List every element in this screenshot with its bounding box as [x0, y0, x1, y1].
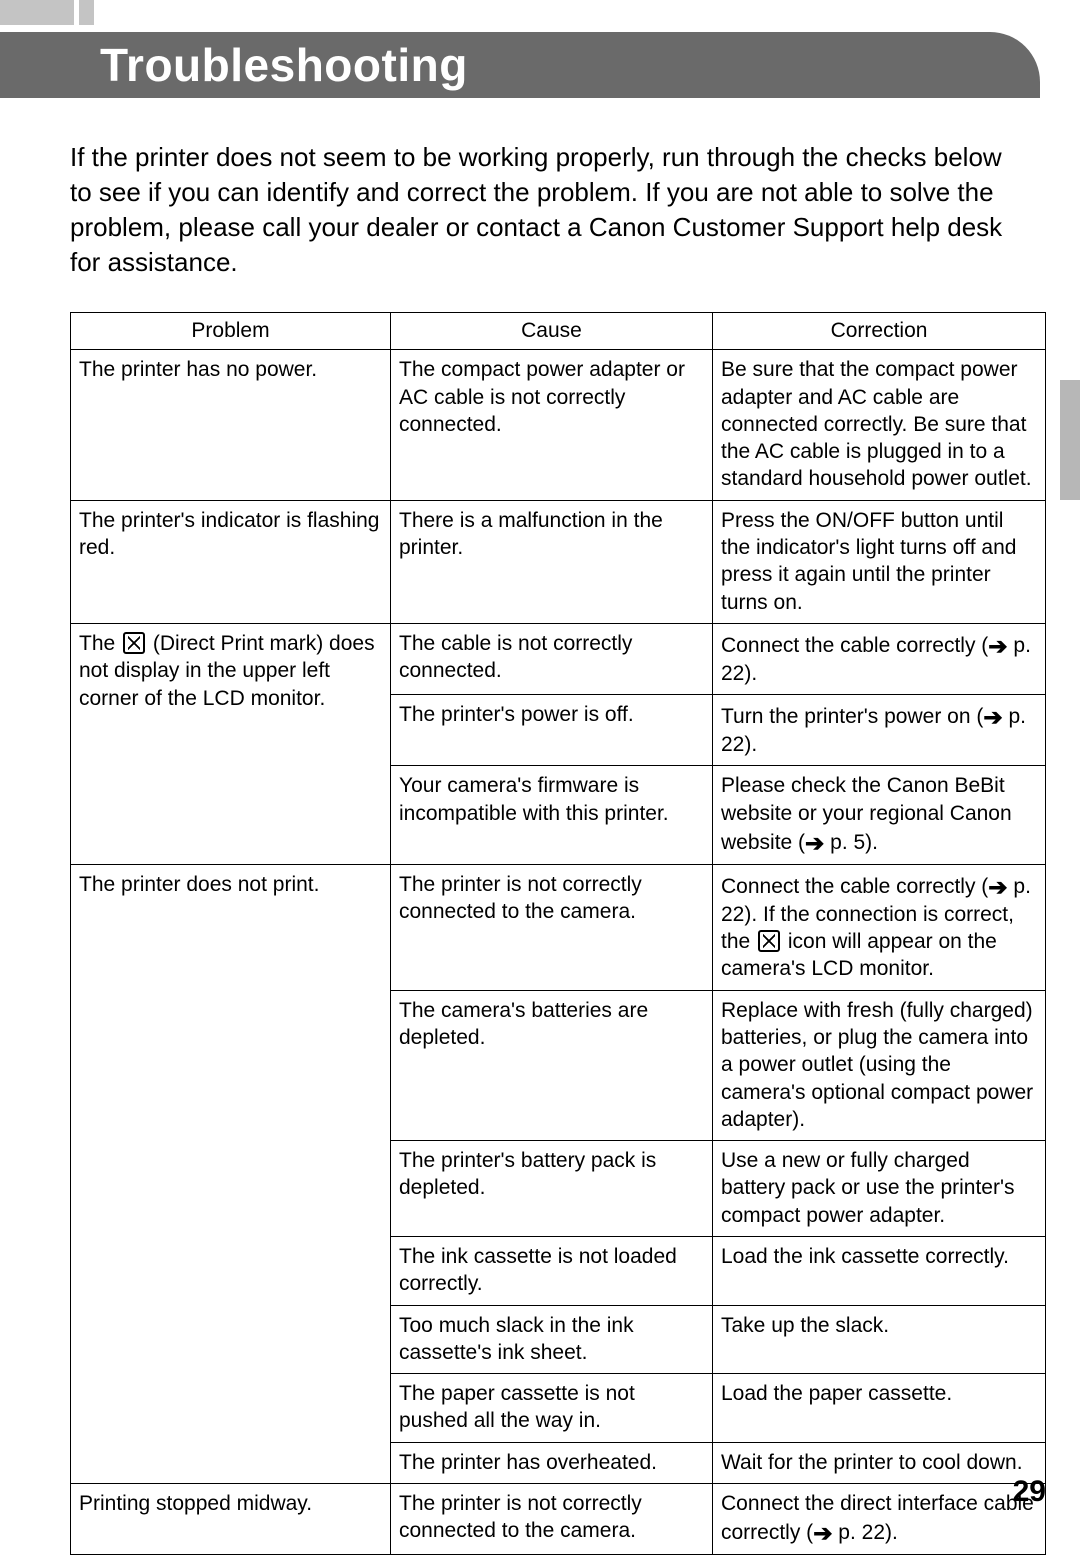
col-header-cause: Cause [391, 313, 713, 350]
cell-problem: The (Direct Print mark) does not display… [71, 623, 391, 864]
troubleshooting-table: Problem Cause Correction The printer has… [70, 312, 1046, 1555]
cell-cause: The camera's batteries are depleted. [391, 990, 713, 1140]
cell-cause: The cable is not correctly connected. [391, 623, 713, 694]
cell-correction: Load the ink cassette correctly. [713, 1236, 1046, 1305]
arrow-icon: ➔ [988, 873, 1007, 903]
direct-print-icon [123, 632, 145, 654]
correction-pre: Connect the cable correctly ( [721, 634, 988, 657]
cell-correction: Replace with fresh (fully charged) batte… [713, 990, 1046, 1140]
table-row: The printer's indicator is flashing red.… [71, 500, 1046, 623]
cell-correction: Connect the cable correctly (➔ p. 22). [713, 623, 1046, 694]
cell-correction: Please check the Canon BeBit website or … [713, 766, 1046, 864]
cell-correction: Connect the direct interface cable corre… [713, 1484, 1046, 1555]
table-header-row: Problem Cause Correction [71, 313, 1046, 350]
arrow-icon: ➔ [805, 829, 824, 859]
correction-post: p. 22). [832, 1521, 897, 1544]
top-left-gray-strip [0, 0, 94, 25]
right-edge-tab [1060, 380, 1080, 500]
cell-correction: Be sure that the compact power adapter a… [713, 350, 1046, 500]
cell-correction: Press the ON/OFF button until the indica… [713, 500, 1046, 623]
cell-cause: The printer's battery pack is depleted. [391, 1141, 713, 1237]
table-row: Printing stopped midway. The printer is … [71, 1484, 1046, 1555]
cell-cause: The printer is not correctly connected t… [391, 864, 713, 990]
section-header-bar: Troubleshooting [0, 32, 1040, 98]
cell-cause: The compact power adapter or AC cable is… [391, 350, 713, 500]
section-title: Troubleshooting [100, 38, 468, 92]
intro-paragraph: If the printer does not seem to be worki… [70, 140, 1010, 280]
cell-correction: Load the paper cassette. [713, 1374, 1046, 1443]
cell-cause: Too much slack in the ink cassette's ink… [391, 1305, 713, 1374]
cell-cause: The printer is not correctly connected t… [391, 1484, 713, 1555]
table-row: The printer has no power. The compact po… [71, 350, 1046, 500]
cell-correction: Take up the slack. [713, 1305, 1046, 1374]
correction-pre: Turn the printer's power on ( [721, 705, 983, 728]
table-row: The (Direct Print mark) does not display… [71, 623, 1046, 694]
cell-problem: The printer's indicator is flashing red. [71, 500, 391, 623]
cell-cause: Your camera's firmware is incompatible w… [391, 766, 713, 864]
arrow-icon: ➔ [813, 1519, 832, 1549]
problem-text-pre: The [79, 632, 121, 655]
cell-correction: Connect the cable correctly (➔ p. 22). I… [713, 864, 1046, 990]
arrow-icon: ➔ [983, 703, 1002, 733]
cell-problem: The printer has no power. [71, 350, 391, 500]
cell-cause: There is a malfunction in the printer. [391, 500, 713, 623]
cell-problem: The printer does not print. [71, 864, 391, 1483]
cell-cause: The printer has overheated. [391, 1442, 713, 1483]
cell-problem: Printing stopped midway. [71, 1484, 391, 1555]
cell-correction: Wait for the printer to cool down. [713, 1442, 1046, 1483]
cell-cause: The ink cassette is not loaded correctly… [391, 1236, 713, 1305]
direct-print-icon [758, 930, 780, 952]
col-header-correction: Correction [713, 313, 1046, 350]
table-row: The printer does not print. The printer … [71, 864, 1046, 990]
cell-correction: Use a new or fully charged battery pack … [713, 1141, 1046, 1237]
correction-pre: Connect the cable correctly ( [721, 875, 988, 898]
arrow-icon: ➔ [988, 632, 1007, 662]
page-number: 29 [1013, 1475, 1046, 1509]
col-header-problem: Problem [71, 313, 391, 350]
cell-cause: The paper cassette is not pushed all the… [391, 1374, 713, 1443]
cell-correction: Turn the printer's power on (➔ p. 22). [713, 695, 1046, 766]
correction-post: p. 5). [824, 831, 878, 854]
cell-cause: The printer's power is off. [391, 695, 713, 766]
troubleshooting-table-wrap: Problem Cause Correction The printer has… [70, 312, 1045, 1555]
